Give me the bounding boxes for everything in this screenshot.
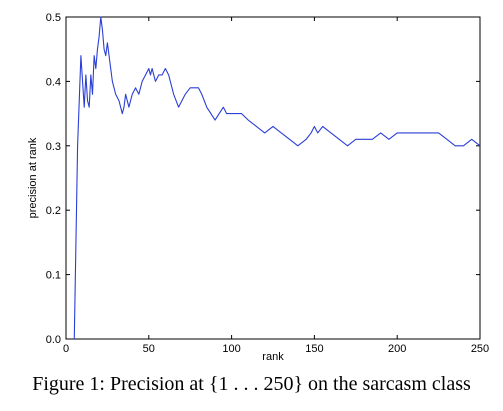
x-tick-label: 150 (305, 343, 323, 355)
y-tick-label: 0.5 (46, 12, 61, 24)
x-axis-label: rank (262, 351, 284, 363)
precision-chart: 0 50 100 150 200 250 0.0 0.1 0.2 0.3 0.4 0.5 rank p… (27, 12, 489, 363)
y-tick-label: 0.4 (46, 76, 61, 88)
y-tick-label: 0.1 (46, 270, 61, 282)
tick-labels-group: 0 50 100 150 200 250 0.0 0.1 0.2 0.3 0.4 0.5 (46, 12, 489, 355)
precision-series-line (73, 16, 481, 340)
figure-caption: Figure 1: Precision at {1 . . . 250} on … (0, 373, 503, 396)
caption-suffix: on the sarcasm class (303, 373, 471, 395)
y-tick-label: 0.0 (46, 334, 61, 346)
ticks-group (65, 16, 481, 340)
x-tick-label: 100 (222, 343, 240, 355)
y-tick-label: 0.3 (46, 141, 61, 153)
caption-math: {1 . . . 250} (208, 373, 304, 395)
plot-area (65, 16, 481, 340)
y-axis-label: precision at rank (27, 137, 39, 218)
y-tick-label: 0.2 (46, 205, 61, 217)
x-tick-label: 0 (63, 343, 69, 355)
caption-prefix: Figure 1: Precision at (32, 373, 209, 395)
x-tick-label: 50 (143, 343, 155, 355)
x-tick-label: 200 (388, 343, 406, 355)
x-tick-label: 250 (471, 343, 489, 355)
